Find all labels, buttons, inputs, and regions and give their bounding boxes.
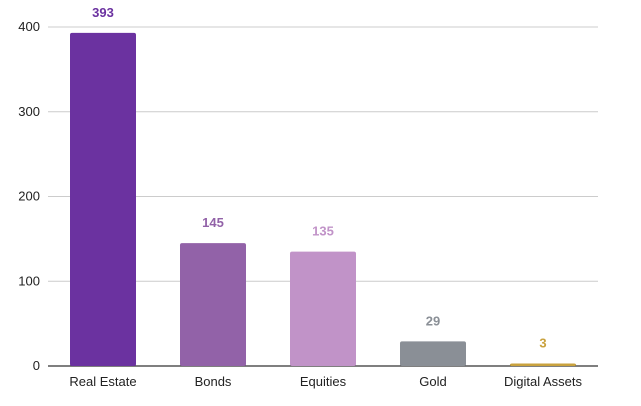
bars [70, 32, 576, 367]
x-category-label: Real Estate [69, 374, 136, 389]
data-label: 29 [426, 313, 440, 328]
y-tick-label: 400 [18, 19, 40, 34]
y-tick-label: 0 [33, 358, 40, 373]
y-tick-label: 100 [18, 273, 40, 288]
x-category-label: Equities [300, 374, 347, 389]
x-axis-categories: Real Estate Bonds Equities Gold Digital Asse… [69, 374, 582, 389]
x-category-label: Bonds [195, 374, 232, 389]
bar-bonds [180, 243, 246, 366]
data-label: 135 [312, 224, 334, 239]
x-category-label: Digital Assets [504, 374, 583, 389]
bar-digital-assets [510, 363, 576, 366]
bar-gold [400, 341, 466, 366]
data-label: 3 [539, 335, 546, 350]
bar-equities [290, 251, 356, 366]
x-category-label: Gold [419, 374, 446, 389]
y-axis-ticks: 0 100 200 300 400 [18, 19, 40, 373]
bar-real-estate [70, 32, 136, 367]
y-tick-label: 200 [18, 189, 40, 204]
y-tick-label: 300 [18, 104, 40, 119]
data-labels: 393 145 135 29 3 [92, 5, 546, 351]
data-label: 145 [202, 215, 224, 230]
data-label: 393 [92, 5, 114, 20]
